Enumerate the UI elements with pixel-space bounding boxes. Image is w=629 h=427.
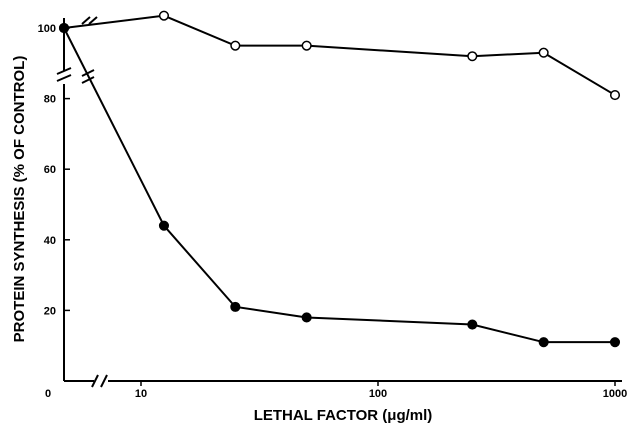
series-1-point — [158, 10, 170, 21]
y-tick-label: 100 — [38, 23, 56, 35]
x-tick-label: 1000 — [603, 388, 627, 400]
series-points — [58, 10, 621, 348]
y-ticks: 20 40 60 80 100 — [38, 23, 70, 317]
series-1-point — [538, 47, 549, 58]
x-ticks: 0 10 100 1000 — [45, 381, 627, 400]
series-2-point — [538, 337, 549, 348]
y-axis-title: PROTEIN SYNTHESIS (% OF CONTROL) — [11, 56, 28, 343]
series-1-point — [609, 90, 621, 101]
series-2-point — [158, 220, 170, 231]
y-tick-label: 20 — [44, 305, 56, 317]
series-2-line — [63, 27, 615, 344]
series-2-point — [467, 319, 478, 330]
y-axis-break-marks — [56, 67, 72, 82]
y-tick-label: 40 — [44, 235, 56, 247]
curve-break-marks — [81, 16, 98, 84]
series-2-point — [230, 301, 241, 312]
axes — [56, 18, 622, 388]
series-1-point — [301, 40, 312, 51]
series-2-point — [58, 22, 70, 34]
series-2-point — [609, 337, 621, 348]
series-1-point — [230, 40, 241, 51]
series-2-point — [301, 312, 312, 323]
x-tick-label: 100 — [369, 388, 387, 400]
x-tick-label: 0 — [45, 388, 51, 400]
x-tick-label: 10 — [135, 388, 147, 400]
series-lines — [63, 14, 616, 344]
x-axis-break-marks — [91, 374, 108, 388]
series-1-point — [467, 51, 478, 62]
x-axis-title: LETHAL FACTOR (μg/ml) — [254, 407, 433, 424]
y-tick-label: 80 — [44, 94, 56, 106]
y-tick-label: 60 — [44, 164, 56, 176]
series-1-line — [63, 14, 616, 96]
